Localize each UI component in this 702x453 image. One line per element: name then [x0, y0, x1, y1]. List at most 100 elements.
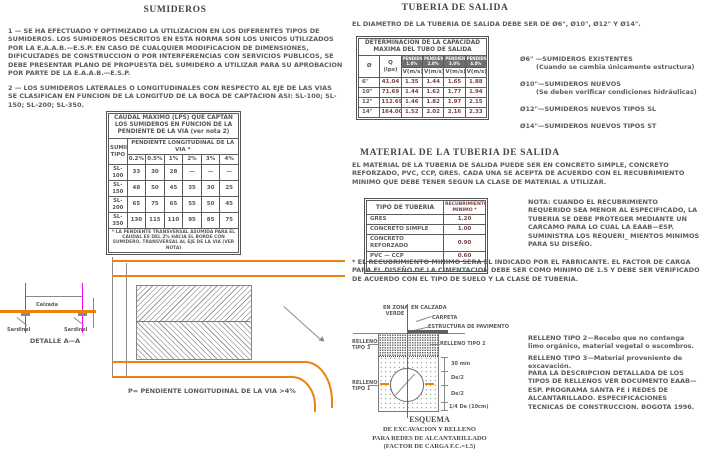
plan-road-edge-bottom: [112, 376, 290, 378]
esquema-label-calzada: EN CALZADA: [411, 305, 447, 311]
pendiente-header: PENDIENTE 2.0%: [421, 55, 445, 69]
plan-flow-arrowhead: [318, 336, 327, 344]
diam-note-4: Ø14"—SUMIDEROS NUEVOS TIPOS ST: [520, 122, 657, 130]
dim-bracket: [444, 357, 445, 410]
relleno-note-1: RELLENO TIPO 2—Recebo que no contenga li…: [528, 334, 695, 351]
table-cell: 1.82: [421, 96, 445, 108]
relleno-note-3: PARA LA DESCRIPCION DETALLADA DE LOS TIP…: [528, 369, 697, 411]
table-row: CONCRETO REFORZADO 0.90: [366, 234, 486, 252]
table-cell: 6": [357, 77, 381, 88]
table-cell: 50: [145, 180, 165, 198]
table-cell: 30: [145, 164, 165, 182]
table-cell: 28: [163, 164, 184, 182]
esquema-label-zona-2: VERDE: [385, 311, 405, 317]
relleno-3-label: RELLENO: [352, 339, 378, 345]
table-cell: 10": [357, 87, 381, 98]
caudal-maximo-table: CAUDAL MAXIMO (LPS) QUE CAPTAN LOS SUMID…: [106, 111, 241, 255]
detalle-section-line: [82, 283, 83, 333]
springline-tick: [380, 383, 389, 385]
table-cell: 75: [219, 212, 239, 230]
sumideros-paragraph-1: 1 — SE HA EFECTUADO Y OPTIMIZADO LA UTIL…: [8, 27, 343, 78]
plan-road-edge-top: [112, 275, 345, 277]
plan-sumidero-hatch: [136, 285, 252, 360]
v-unit-header: V(m/s): [443, 67, 466, 79]
table-cell: 41.04: [379, 77, 402, 88]
table-cell: 115: [145, 212, 165, 230]
table-cell: 45: [163, 180, 184, 198]
pendiente-header: PENDIENTE 1.0%: [400, 55, 423, 69]
material-paragraph: EL MATERIAL DE LA TUBERIA DE SALIDA PUED…: [352, 161, 685, 186]
esquema-caption: ESQUEMA DE EXCAVACION Y RELLENO PARA RED…: [362, 415, 497, 452]
table-cell: 55: [182, 196, 202, 214]
esquema-label-carpeta: CARPETA: [432, 315, 458, 321]
esquema-label-zona-1: EN ZONA: [383, 305, 409, 311]
slope-header: 0.5%: [145, 154, 165, 166]
table-cell: 12": [357, 96, 381, 108]
table-cell: 1.97: [443, 96, 466, 108]
table-cell: 75: [145, 196, 165, 214]
sumideros-title: SUMIDEROS: [143, 5, 207, 15]
esquema-caption-line: (FACTOR DE CARGA F.C.=1.5): [383, 443, 476, 451]
diam-note-2: Ø10"—SUMIDEROS NUEVOS: [520, 80, 621, 88]
material-title: MATERIAL DE LA TUBERIA DE SALIDA: [360, 148, 560, 158]
slope-header: 0.2%: [126, 154, 147, 166]
caudal-group-header: PENDIENTE LONGITUDINAL DE LA VIA *: [126, 137, 240, 156]
caudal-table-title: CAUDAL MAXIMO (LPS) QUE CAPTAN LOS SUMID…: [108, 113, 239, 139]
slope-header: 1%: [163, 154, 184, 166]
capacity-col-q: Q (lps): [379, 55, 402, 79]
table-row: SL-350 130 115 110 95 85 75: [108, 212, 239, 230]
caudal-col-tipo: SUMIDERO TIPO: [108, 137, 128, 166]
esquema-caption-line: PARA REDES DE ALCANTARILLADO: [372, 434, 487, 442]
table-cell: 25: [219, 180, 239, 198]
v-unit-header: V(m/s): [464, 67, 488, 79]
relleno-1-label: TIPO 1: [352, 386, 371, 392]
detalle-caption: DETALLE A—A: [29, 337, 81, 345]
table-cell: 164.00: [379, 106, 402, 118]
detalle-dim-line: [25, 296, 82, 297]
table-row: SL-100 33 30 28— — —: [108, 164, 239, 182]
table-cell: 1.44: [421, 77, 445, 88]
table-cell: 130: [126, 212, 147, 230]
table-cell: 1.77: [443, 87, 466, 98]
esquema-leader-carpeta: [416, 316, 432, 322]
detalle-section-line: [25, 283, 26, 333]
hatch-upper: [137, 286, 251, 322]
detalle-label-sardinel-der: Sardinel: [64, 327, 88, 333]
pendiente-header: PENDIENTE 3.0%: [443, 55, 466, 69]
diam-note-1: Ø6" —SUMIDEROS EXISTENTES: [520, 55, 633, 63]
table-cell: 1.62: [421, 87, 445, 98]
tipo-col2: RECUBRIMIENTO MINIMO *: [443, 199, 486, 216]
detalle-inlet-izq: [21, 313, 30, 316]
table-row: 6" 41.04 1.35 1.44 1.65 1.88: [357, 77, 488, 88]
pendiente-header: PENDIENTE 4.0%: [464, 55, 488, 69]
esquema-label-estructura: ESTRUCTURA DE PAVIMENTO: [428, 324, 509, 330]
dim-label-de2-a: De/2: [451, 375, 464, 381]
detalle-calzada-line: [0, 310, 96, 313]
dim-tick: [441, 357, 448, 358]
table-cell: 1.46: [400, 96, 423, 108]
relleno-3-leader: [368, 344, 378, 345]
table-cell: CONCRETO SIMPLE: [366, 224, 444, 236]
plan-curb-line: [112, 257, 113, 378]
detalle-label-calzada: Calzada: [36, 302, 58, 308]
table-cell: 110: [163, 212, 184, 230]
capacity-table-title: DETERMINACION DE LA CAPACIDAD MAXIMA DEL…: [358, 37, 487, 57]
table-cell: [443, 260, 486, 272]
esquema-centerline: [407, 304, 408, 418]
tipo-table-body: GRES 1.20 CONCRETO SIMPLE 1.00 CONCRETO REFO…: [366, 214, 486, 272]
table-cell: 48: [126, 180, 147, 198]
dim-tick: [441, 410, 448, 411]
detalle-edge-line: [93, 298, 94, 328]
capacity-col-diameter: Ø: [357, 55, 381, 79]
diam-note-1-sub: (Cuando se cambia únicamente estructura): [536, 63, 695, 71]
diam-note-2-sub: (Se deben verificar condiciones hidráuli…: [536, 88, 697, 96]
pipe-diagonal: [395, 373, 416, 396]
dim-label-30min: 30 min: [451, 361, 471, 367]
slope-header: 3%: [200, 154, 221, 166]
material-footnote: * EL RECUBRIMIENTO MINIMO SERA EL INDICA…: [352, 258, 700, 283]
esquema-pavement-band: [408, 330, 448, 334]
table-cell: 2.15: [464, 96, 488, 108]
dim-label-cuarto: 1/4 De (10cm): [449, 404, 489, 410]
table-cell: —: [219, 164, 239, 182]
dim-tick: [441, 402, 448, 403]
